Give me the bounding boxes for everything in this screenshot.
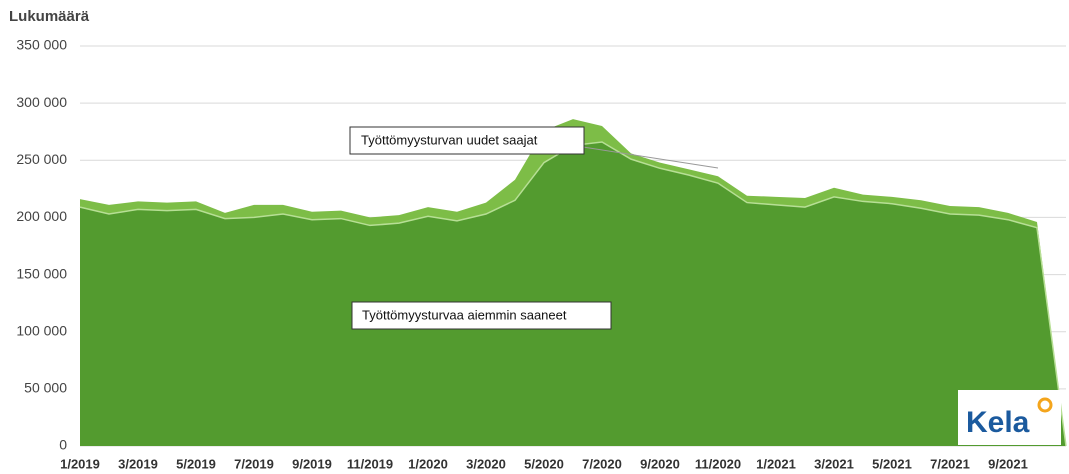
annotation-box — [349, 126, 585, 155]
x-tick-label: 11/2019 — [347, 456, 393, 471]
x-tick-label: 3/2019 — [118, 456, 158, 471]
x-tick-label: 9/2020 — [640, 456, 680, 471]
x-tick-label: 11/2020 — [695, 456, 741, 471]
logo-text: Kela — [966, 406, 1030, 439]
x-tick-label: 9/2019 — [292, 456, 332, 471]
x-tick-label: 3/2021 — [814, 456, 854, 471]
x-tick-label: 1/2021 — [756, 456, 796, 471]
annotation-leader — [582, 146, 719, 169]
area — [80, 119, 1066, 447]
y-tick-label: 200 000 — [16, 208, 67, 224]
y-tick-label: 350 000 — [16, 37, 67, 53]
y-tick-label: 50 000 — [24, 380, 67, 396]
x-tick-label: 7/2021 — [930, 456, 970, 471]
x-tick-label: 1/2019 — [60, 456, 100, 471]
annotation: Työttömyysturvan uudet saajat — [361, 132, 538, 147]
x-tick-label: 1/2020 — [408, 456, 448, 471]
y-tick-label: 250 000 — [16, 151, 67, 167]
areas — [79, 119, 1067, 447]
logo: Kela — [958, 390, 1061, 445]
x-tick-label: 7/2020 — [582, 456, 622, 471]
y-tick-label: 150 000 — [16, 265, 67, 281]
x-tick-label: 5/2020 — [524, 456, 564, 471]
annotation-box — [351, 301, 612, 330]
x-tick-label: 3/2020 — [466, 456, 506, 471]
logo-icon — [1037, 397, 1053, 413]
x-tick-label: 9/2021 — [988, 456, 1028, 471]
area — [80, 142, 1066, 446]
y-tick-label: 0 — [59, 437, 67, 453]
annotation: Työttömyysturvaa aiemmin saaneet — [362, 307, 567, 322]
y-tick-label: 100 000 — [16, 322, 67, 338]
y-tick-label: 300 000 — [16, 94, 67, 110]
labels: 0 50 000 100 000 150 000 200 000 250 000 300 0… — [16, 37, 1027, 472]
x-tick-label: 5/2019 — [176, 456, 216, 471]
x-tick-label: 5/2021 — [872, 456, 912, 471]
y-axis-title: Lukumäärä — [9, 8, 90, 25]
x-tick-label: 7/2019 — [234, 456, 274, 471]
